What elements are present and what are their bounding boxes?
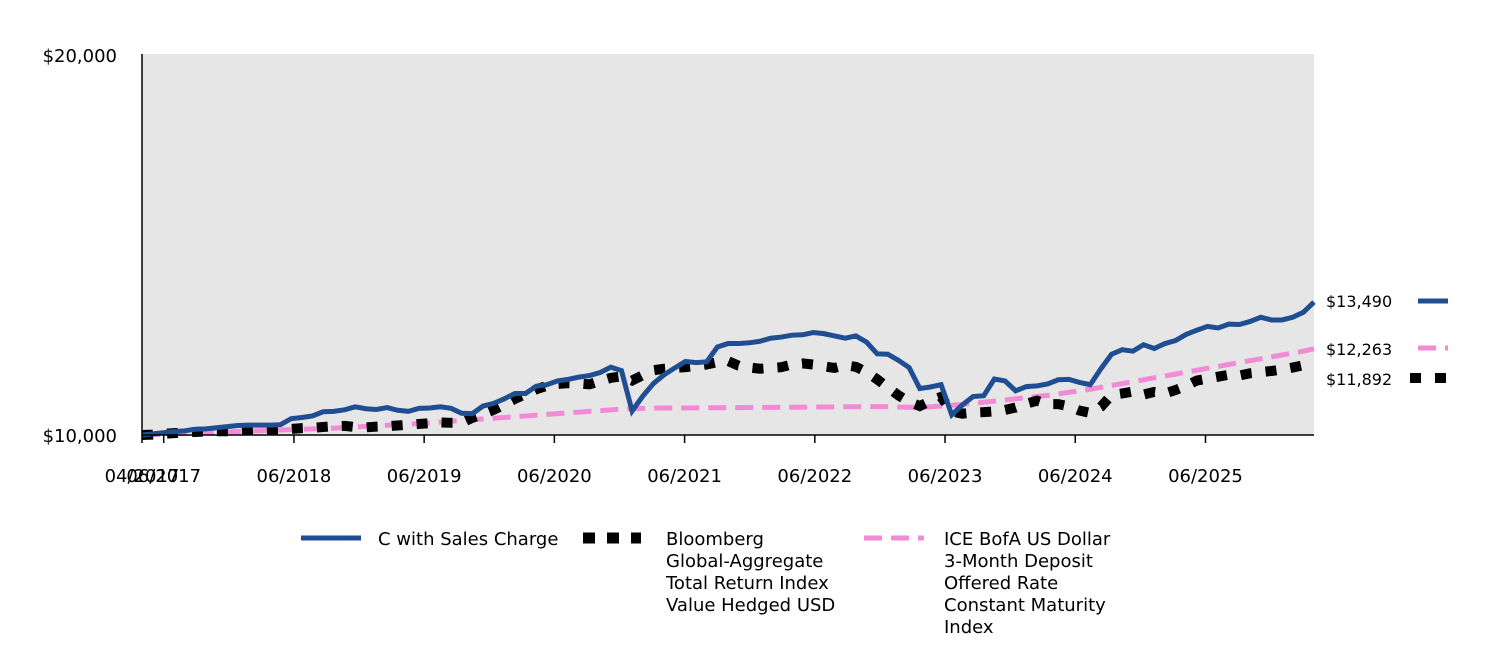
end-label-ice-bofa: $12,263: [1326, 340, 1392, 359]
legend-line: Total Return Index: [665, 573, 829, 594]
legend-line: C with Sales Charge: [378, 529, 558, 550]
x-tick-label: 04/2017: [105, 466, 180, 487]
end-label-bloomberg: $11,892: [1326, 370, 1392, 389]
series-lines: [141, 300, 1316, 440]
series-line-ice-bofa: [141, 346, 1315, 438]
x-tick-label: 06/2017: [126, 466, 201, 487]
legend-line: Constant Maturity: [944, 595, 1106, 616]
legend-label-bloomberg: Bloomberg Global-Aggregate Total Return …: [665, 529, 835, 616]
y-tick-label-min: $10,000: [43, 426, 117, 447]
legend-item-c-with-sales-charge: C with Sales Charge: [301, 529, 558, 550]
legend-item-ice-bofa: ICE BofA US Dollar 3-Month Deposit Offer…: [864, 529, 1116, 638]
series-line-c-with-sales-charge: [141, 300, 1316, 438]
x-tick-label: 06/2021: [647, 466, 722, 487]
legend-line: Bloomberg: [666, 529, 764, 550]
plot-area: [142, 54, 1314, 435]
x-tick-label: 06/2018: [257, 466, 332, 487]
legend-line: Value Hedged USD: [666, 595, 835, 616]
legend-label-ice-bofa: ICE BofA US Dollar 3-Month Deposit Offer…: [944, 529, 1116, 638]
x-tick-label: 06/2019: [387, 466, 462, 487]
legend-line: ICE BofA US Dollar: [944, 529, 1111, 550]
legend-line: Offered Rate: [944, 573, 1058, 594]
legend-line: Index: [944, 617, 994, 638]
end-label-c-with-sales-charge: $13,490: [1326, 292, 1392, 311]
x-tick-label: 06/2025: [1168, 466, 1243, 487]
end-labels: $13,490 $12,263 $11,892: [1326, 292, 1448, 389]
x-tick-label: 06/2024: [1038, 466, 1113, 487]
legend-label-c-with-sales-charge: C with Sales Charge: [378, 529, 558, 550]
y-tick-label-max: $20,000: [43, 46, 117, 67]
x-tick-label: 06/2022: [777, 466, 852, 487]
x-tick-label: 06/2020: [517, 466, 592, 487]
legend-line: 3-Month Deposit: [944, 551, 1093, 572]
x-tick-label: 06/2023: [908, 466, 983, 487]
legend: C with Sales Charge Bloomberg Global-Agg…: [301, 529, 1116, 638]
legend-line: Global-Aggregate: [666, 551, 823, 572]
legend-item-bloomberg: Bloomberg Global-Aggregate Total Return …: [583, 529, 835, 616]
